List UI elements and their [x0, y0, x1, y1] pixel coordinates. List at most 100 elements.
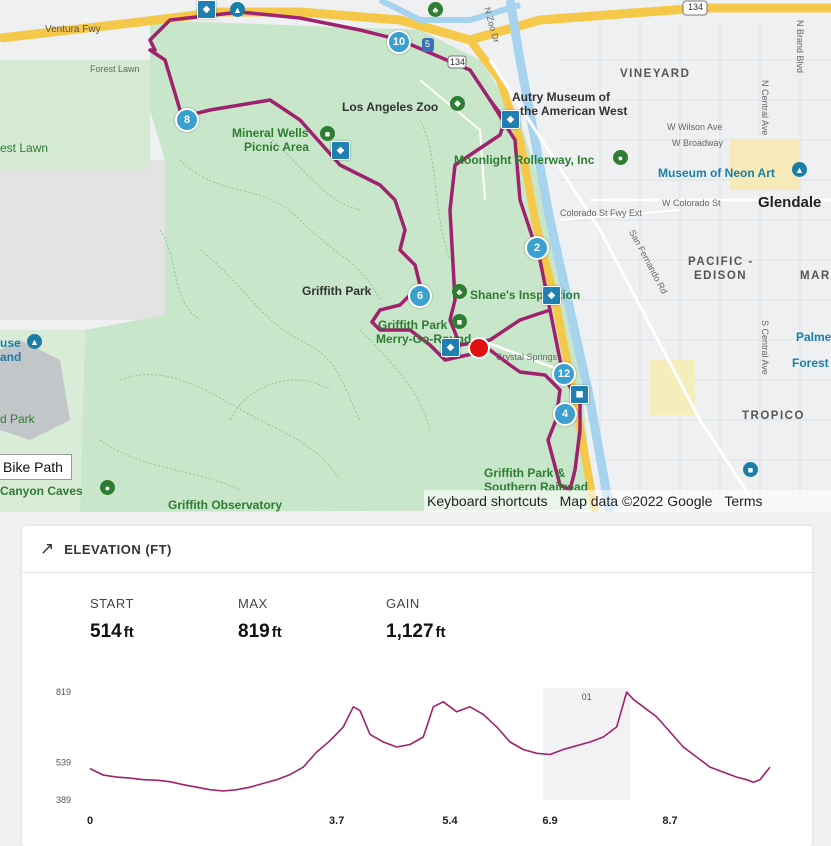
stat-number: 819 [238, 621, 270, 642]
route-marker-8[interactable]: 8 [175, 108, 199, 132]
colorado-fwy-ext-label: Colorado St Fwy Ext [560, 208, 643, 218]
canyon-caves-label[interactable]: Canyon Caves [0, 484, 83, 498]
mineral-wells-label-1[interactable]: Mineral Wells [232, 126, 309, 140]
x-tick-label: 6.9 [542, 815, 557, 827]
elevation-header: ↗ ELEVATION (FT) [22, 526, 812, 573]
route-marker-12[interactable]: 12 [552, 362, 576, 386]
glendale-label: Glendale [758, 194, 822, 211]
keyboard-shortcuts-link[interactable]: Keyboard shortcuts [427, 493, 548, 509]
museum-neon-art-label[interactable]: Museum of Neon Art [658, 166, 775, 180]
hwy-5-shield-label: 5 [425, 39, 431, 49]
n-brand-blvd-label: N Brand Blvd [795, 20, 805, 74]
forest-lawn-label: est Lawn [0, 141, 49, 155]
griffith-park-merry-label-1[interactable]: Griffith Park [378, 318, 448, 332]
w-wilson-ave-label: W Wilson Ave [667, 122, 723, 132]
water-drop-icon[interactable]: ◆ [197, 0, 216, 19]
griffith-park-southern-label-1[interactable]: Griffith Park & [484, 466, 566, 480]
pacific-edison-label-1: PACIFIC - [688, 256, 754, 268]
house-label[interactable]: use [0, 336, 21, 350]
caves-pin-icon[interactable]: ● [100, 480, 115, 495]
transit-icon[interactable]: ■ [743, 462, 758, 477]
chart-highlight-band [543, 688, 630, 800]
tropico-label: TROPICO [742, 410, 805, 422]
w-broadway-label: W Broadway [672, 138, 724, 148]
trend-arrow-icon: ↗ [40, 539, 55, 558]
x-tick-label: 0 [87, 815, 93, 827]
water-drop-icon[interactable]: ◆ [331, 141, 350, 160]
stat-label: MAX [238, 596, 268, 611]
museum-icon-left[interactable]: ▲ [27, 334, 42, 349]
stat-unit: ft [123, 624, 134, 641]
griffith-park-label: Griffith Park [302, 284, 372, 298]
stat-number: 1,127 [386, 621, 434, 642]
map-view[interactable]: Ventura Fwy Forest Lawn est Lawn Los Ang… [0, 0, 831, 512]
palme-label[interactable]: Palme [796, 330, 831, 344]
w-colorado-st-label: W Colorado St [662, 198, 721, 208]
s-central-ave-label: S Central Ave [760, 320, 770, 375]
y-tick-label: 539 [56, 757, 71, 767]
mar-label: MAR [800, 270, 831, 282]
y-tick-label: 389 [56, 795, 71, 805]
moonlight-rollerway-label[interactable]: Moonlight Rollerway, Inc [454, 153, 595, 167]
map-base-layer [0, 0, 831, 512]
camera-icon-merry[interactable]: ■ [452, 314, 467, 329]
tree-icon[interactable]: ♣ [428, 2, 443, 17]
x-tick-label: 8.7 [662, 815, 677, 827]
zoo-icon[interactable]: ◆ [450, 96, 465, 111]
vineyard-label: VINEYARD [620, 68, 691, 80]
route-marker-10[interactable]: 10 [387, 30, 411, 54]
stat-label: START [90, 596, 134, 611]
stat-gain: GAIN 1,127 ft [386, 596, 534, 643]
terms-link[interactable]: Terms [724, 493, 763, 509]
autry-museum-label-1[interactable]: Autry Museum of [512, 90, 611, 104]
chart-highlight-label: 01 [582, 692, 592, 702]
elevation-chart[interactable]: 01 819 539 389 0 3.7 5.4 6.9 8.7 [22, 674, 812, 834]
elevation-series-line [89, 691, 771, 792]
stat-max: MAX 819 ft [238, 596, 386, 643]
route-marker-2[interactable]: 2 [525, 236, 549, 260]
stat-value: 819 ft [238, 621, 386, 643]
x-tick-label: 3.7 [329, 815, 344, 827]
camera-icon[interactable]: ■ [320, 126, 335, 141]
restroom-icon[interactable]: ◼ [570, 385, 589, 404]
map-attribution-bar: Keyboard shortcuts Map data ©2022 Google… [424, 490, 831, 512]
los-angeles-zoo-label[interactable]: Los Angeles Zoo [342, 100, 439, 114]
crystal-springs-label: Crystal Springs [496, 352, 558, 362]
land-label[interactable]: and [0, 350, 22, 364]
forest-label[interactable]: Forest [792, 356, 829, 370]
stat-unit: ft [271, 624, 282, 641]
water-drop-icon[interactable]: ◆ [542, 286, 561, 305]
elevation-title: ELEVATION (FT) [64, 541, 172, 557]
y-tick-label: 819 [56, 687, 71, 697]
mineral-wells-label-2[interactable]: Picnic Area [244, 140, 309, 154]
d-park-label: d Park [0, 412, 35, 426]
map-data-text: Map data ©2022 Google [559, 493, 713, 509]
water-drop-icon[interactable]: ◆ [441, 338, 460, 357]
elevation-stats: START 514 ft MAX 819 ft GAIN 1,127 ft [90, 596, 534, 643]
autry-museum-label-2[interactable]: the American West [520, 104, 628, 118]
tree-icon-shanes[interactable]: ♣ [452, 284, 467, 299]
route-marker-6[interactable]: 6 [408, 284, 432, 308]
hwy-134-shield-label-2: 134 [450, 57, 466, 67]
forest-lawn-road-label: Forest Lawn [90, 64, 140, 74]
shanes-inspiration-label[interactable]: Shane's Inspiration [470, 288, 581, 302]
stat-start: START 514 ft [90, 596, 238, 643]
griffith-observatory-label[interactable]: Griffith Observatory [168, 498, 283, 512]
x-tick-label: 5.4 [442, 815, 458, 827]
place-pin-icon[interactable]: ● [613, 150, 628, 165]
stat-label: GAIN [386, 596, 420, 611]
route-marker-4[interactable]: 4 [553, 402, 577, 426]
water-drop-icon[interactable]: ◆ [501, 110, 520, 129]
stat-number: 514 [90, 621, 122, 642]
bike-path-tooltip: Bike Path [0, 454, 72, 480]
hwy-134-shield-label: 134 [688, 2, 704, 12]
pacific-edison-label-2: EDISON [694, 270, 748, 282]
stat-unit: ft [435, 624, 446, 641]
museum-icon-top[interactable]: ▲ [230, 2, 245, 17]
elevation-panel: ↗ ELEVATION (FT) START 514 ft MAX 819 ft G… [22, 526, 812, 846]
n-central-ave-label: N Central Ave [760, 80, 770, 136]
stat-value: 1,127 ft [386, 621, 534, 643]
ventura-fwy-label: Ventura Fwy [45, 24, 101, 35]
museum-icon[interactable]: ▲ [792, 162, 807, 177]
stat-value: 514 ft [90, 621, 238, 643]
